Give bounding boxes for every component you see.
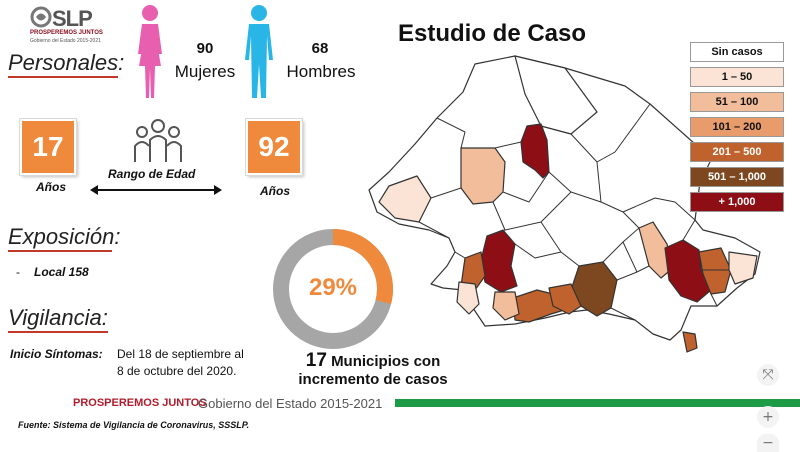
zoom-out-button[interactable]: − — [757, 434, 779, 452]
donut-percentage: 29% — [308, 274, 358, 301]
municipality-light-southwest — [456, 281, 480, 315]
legend-item: 1 – 50 — [690, 67, 784, 87]
municipality-orange-southeast — [682, 331, 698, 353]
logo-slogan: PROSPEREMOS JUNTOS — [30, 30, 103, 36]
inicio-sintomas-line2: 8 de octubre del 2020. — [117, 364, 237, 378]
male-figure-icon — [242, 4, 276, 105]
footer-gov: Gobierno del Estado 2015-2021 — [198, 396, 383, 411]
legend-item: Sin casos — [690, 42, 784, 62]
map-legend: Sin casos 1 – 50 51 – 100 101 – 200 201 … — [690, 42, 784, 217]
age-max-unit: Años — [260, 184, 290, 198]
san-luis-potosi-municipal-map — [368, 55, 761, 353]
exposicion-local: Local 158 — [34, 265, 89, 279]
increment-line1: Municipios con — [331, 353, 441, 370]
legend-item: 51 – 100 — [690, 92, 784, 112]
legend-item: 501 – 1,000 — [690, 167, 784, 187]
exposicion-heading: Exposición: — [8, 224, 121, 249]
increment-caption: 17 Municipios con incremento de casos — [288, 350, 458, 389]
municipality-peach-north — [460, 147, 506, 205]
inicio-sintomas-line1: Del 18 de septiembre al — [117, 347, 244, 361]
legend-item: 101 – 200 — [690, 117, 784, 137]
increment-line2: incremento de casos — [298, 371, 448, 388]
age-max-box: 92 — [246, 119, 302, 175]
female-figure-icon — [133, 4, 167, 105]
percentage-donut — [273, 229, 393, 349]
vigilancia-underline — [8, 331, 108, 333]
age-min-box: 17 — [20, 119, 76, 175]
page-title: Estudio de Caso — [398, 20, 587, 47]
age-min-unit: Años — [36, 180, 66, 194]
source-note: Fuente: Sistema de Vigilancia de Coronav… — [18, 420, 250, 430]
slp-logo-mark — [30, 6, 52, 28]
men-count: 68 — [311, 40, 329, 57]
fit-screen-button[interactable]: ⤧ — [757, 364, 779, 386]
legend-item: 201 – 500 — [690, 142, 784, 162]
municipality-dark-red-north — [520, 123, 550, 179]
logo-gov: Gobierno del Estado 2015-2021 — [30, 38, 101, 44]
municipality-orange-east — [698, 247, 732, 295]
municipality-dark-red-center — [480, 229, 518, 293]
men-label: Hombres — [286, 62, 356, 81]
donut-accent — [273, 229, 393, 349]
zoom-in-button[interactable]: + — [757, 406, 779, 428]
personales-underline — [8, 76, 118, 78]
municipality-peach-south — [492, 291, 520, 321]
internal-borders — [418, 103, 729, 321]
women-label: Mujeres — [174, 62, 236, 81]
inicio-sintomas-label: Inicio Síntomas: — [10, 347, 103, 361]
logo-brand: SLP — [52, 6, 93, 31]
age-range-label: Rango de Edad — [108, 167, 196, 181]
double-arrow-icon — [90, 182, 222, 200]
women-count: 90 — [196, 40, 214, 57]
vigilancia-heading: Vigilancia: — [8, 305, 108, 330]
municipality-orange-south — [548, 283, 582, 315]
legend-item: + 1,000 — [690, 192, 784, 212]
people-group-icon — [132, 118, 184, 169]
municipality-orange-center-west — [460, 251, 486, 291]
exposicion-underline — [8, 250, 112, 252]
footer-brand: PROSPEREMOS JUNTOS — [73, 397, 207, 409]
increment-count: 17 — [305, 350, 327, 371]
exposicion-dash: - — [16, 265, 20, 279]
footer-stripe — [0, 399, 800, 407]
municipality-light-east — [728, 251, 758, 285]
personales-heading: Personales: — [8, 50, 125, 75]
